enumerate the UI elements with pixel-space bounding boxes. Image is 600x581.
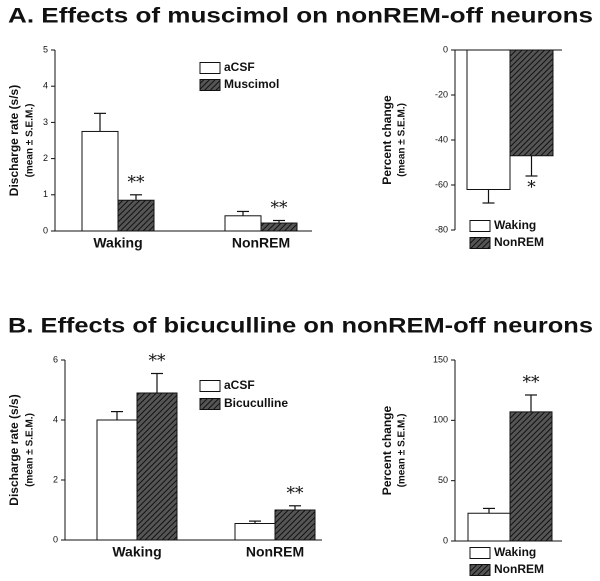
legend-label: aCSF [224, 378, 255, 392]
y-tick-label: 150 [433, 354, 448, 364]
error-bar [525, 394, 537, 412]
error-bar [94, 112, 106, 132]
bar [96, 419, 138, 541]
y-tick-label: 4 [53, 414, 58, 424]
error-bar [289, 505, 301, 510]
legend-swatch [199, 79, 221, 91]
y-tick-label: 5 [43, 44, 48, 54]
y-axis-label: (mean ± S.E.M.) [397, 414, 408, 488]
y-tick-label: -20 [435, 89, 448, 99]
significance: ** [149, 351, 167, 371]
y-tick-label: 2 [43, 153, 48, 163]
error-bar [151, 372, 163, 393]
y-tick-label: 0 [443, 44, 448, 54]
error-bar [482, 189, 495, 204]
significance: * [527, 178, 536, 198]
bar [224, 215, 262, 232]
legend-label: aCSF [224, 60, 255, 74]
y-axis-label: (mean ± S.E.M.) [397, 103, 408, 177]
error-bar [525, 155, 538, 177]
legend-label: Waking [494, 545, 536, 559]
legend-label: NonREM [494, 235, 544, 249]
bar [509, 411, 553, 542]
legend-swatch [199, 398, 221, 410]
bar [260, 222, 298, 232]
legend-label: NonREM [494, 562, 544, 576]
bar [136, 392, 178, 541]
y-tick-label: 0 [443, 535, 448, 545]
legend-swatch [469, 220, 491, 232]
y-tick-label: 4 [43, 81, 48, 91]
bar [274, 509, 316, 541]
x-tick-label: Waking [112, 544, 161, 560]
y-tick-label: 2 [53, 474, 58, 484]
y-axis-label: Discharge rate (s/s) [7, 394, 21, 505]
bar [467, 512, 511, 542]
error-bar [273, 219, 285, 224]
y-tick-label: 6 [53, 354, 58, 364]
y-tick-label: 1 [43, 189, 48, 199]
y-tick-label: 0 [53, 534, 58, 544]
panel-title: B. Effects of bicuculline on nonREM-off … [8, 315, 593, 338]
legend-swatch [469, 564, 491, 576]
legend-label: Waking [494, 218, 536, 232]
bar [81, 130, 119, 232]
significance: ** [128, 172, 146, 192]
y-tick-label: -80 [435, 224, 448, 234]
error-bar [249, 520, 261, 524]
legend-label: Muscimol [224, 77, 279, 91]
y-tick-label: -40 [435, 134, 448, 144]
panel-title: A. Effects of muscimol on nonREM-off neu… [8, 5, 593, 28]
y-axis-label: (mean ± S.E.M.) [25, 413, 36, 487]
legend-label: Bicuculline [224, 396, 288, 410]
error-bar [237, 210, 249, 216]
significance: ** [523, 372, 541, 392]
bar [234, 523, 276, 541]
significance: ** [287, 483, 305, 503]
legend-swatch [199, 380, 221, 392]
y-tick-label: -60 [435, 179, 448, 189]
bar [117, 199, 155, 232]
y-axis-label: Discharge rate (s/s) [7, 85, 21, 196]
significance: ** [271, 198, 289, 218]
legend-swatch [199, 62, 221, 74]
error-bar [111, 411, 123, 420]
bar [466, 49, 511, 190]
y-axis-label: (mean ± S.E.M.) [25, 104, 36, 178]
error-bar [483, 507, 495, 514]
y-axis-label: Percent change [380, 405, 394, 495]
y-tick-label: 50 [438, 475, 448, 485]
y-tick-label: 100 [433, 415, 448, 425]
error-bar [130, 194, 142, 201]
legend-swatch [469, 547, 491, 559]
x-tick-label: NonREM [246, 544, 304, 560]
y-tick-label: 3 [43, 117, 48, 127]
bar [509, 49, 554, 157]
y-axis-label: Percent change [380, 95, 394, 185]
x-tick-label: Waking [93, 235, 142, 251]
y-tick-label: 0 [43, 225, 48, 235]
x-tick-label: NonREM [232, 235, 290, 251]
legend-swatch [469, 237, 491, 249]
